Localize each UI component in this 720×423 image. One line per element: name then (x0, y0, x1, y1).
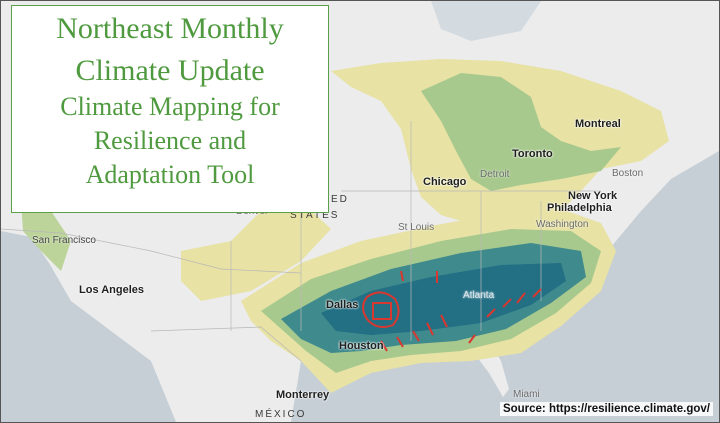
source-credit: Source: https://resilience.climate.gov/ (499, 402, 713, 416)
label-philadelphia: Philadelphia (547, 202, 612, 214)
band-core-south (321, 263, 566, 335)
label-houston: Houston (339, 340, 384, 352)
label-monterrey: Monterrey (276, 389, 330, 401)
label-los-angeles: Los Angeles (79, 284, 144, 296)
event-streak-7 (502, 298, 512, 308)
label-san-francisco: San Francisco (32, 235, 96, 246)
event-streak-5 (440, 314, 448, 328)
event-streak-6 (486, 308, 496, 318)
title-box: Northeast Monthly Climate Update Climate… (11, 5, 329, 213)
hudson-bay-area (431, 1, 541, 41)
title-line-3: Climate Mapping for (60, 92, 280, 121)
event-streak-3 (412, 330, 420, 342)
event-streak-10 (468, 334, 476, 344)
event-streak-8 (516, 292, 526, 304)
label-new-york: New York (568, 190, 618, 202)
event-streak-1 (380, 340, 388, 352)
label-dallas: Dallas (326, 299, 359, 311)
title-line-1: Northeast Monthly (56, 12, 284, 45)
label-mexico: MÉXICO (255, 409, 307, 420)
band-mid-lakes (421, 73, 621, 191)
label-chicago: Chicago (423, 176, 467, 188)
event-streak-9 (532, 288, 542, 298)
label-washington: Washington (536, 219, 589, 230)
event-cluster-dallas (362, 291, 400, 328)
title-line-4: Resilience and (93, 126, 247, 155)
pacific-ocean (1, 231, 176, 422)
label-atlanta: Atlanta (463, 290, 495, 301)
border-lines (1, 121, 601, 362)
label-miami: Miami (513, 389, 540, 400)
label-toronto: Toronto (512, 148, 553, 160)
label-montreal: Montreal (575, 118, 621, 130)
title-line-5: Adaptation Tool (85, 160, 255, 189)
event-streak-11 (400, 270, 404, 282)
label-detroit: Detroit (480, 169, 510, 180)
label-united-states-2: STATES (290, 210, 340, 221)
fire-marks (362, 270, 542, 352)
event-streak-4 (426, 322, 434, 336)
event-cluster-dallas-inner (372, 302, 392, 320)
event-streak-2 (396, 336, 404, 348)
title-line-2: Climate Update (75, 54, 265, 87)
label-st-louis: St Louis (398, 222, 435, 233)
band-light-rockies (181, 201, 331, 301)
band-light-west (21, 201, 71, 271)
atlantic-ocean (506, 151, 719, 422)
label-united-states-1: ED (331, 194, 349, 205)
label-boston: Boston (612, 168, 644, 179)
